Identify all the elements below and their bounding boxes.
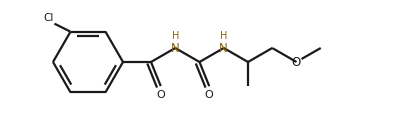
Text: O: O	[156, 90, 165, 100]
Text: O: O	[205, 90, 214, 100]
Text: N: N	[219, 42, 228, 55]
Text: H: H	[220, 31, 227, 41]
Text: O: O	[292, 55, 301, 69]
Text: Cl: Cl	[43, 13, 53, 23]
Text: N: N	[171, 42, 179, 55]
Text: H: H	[172, 31, 179, 41]
